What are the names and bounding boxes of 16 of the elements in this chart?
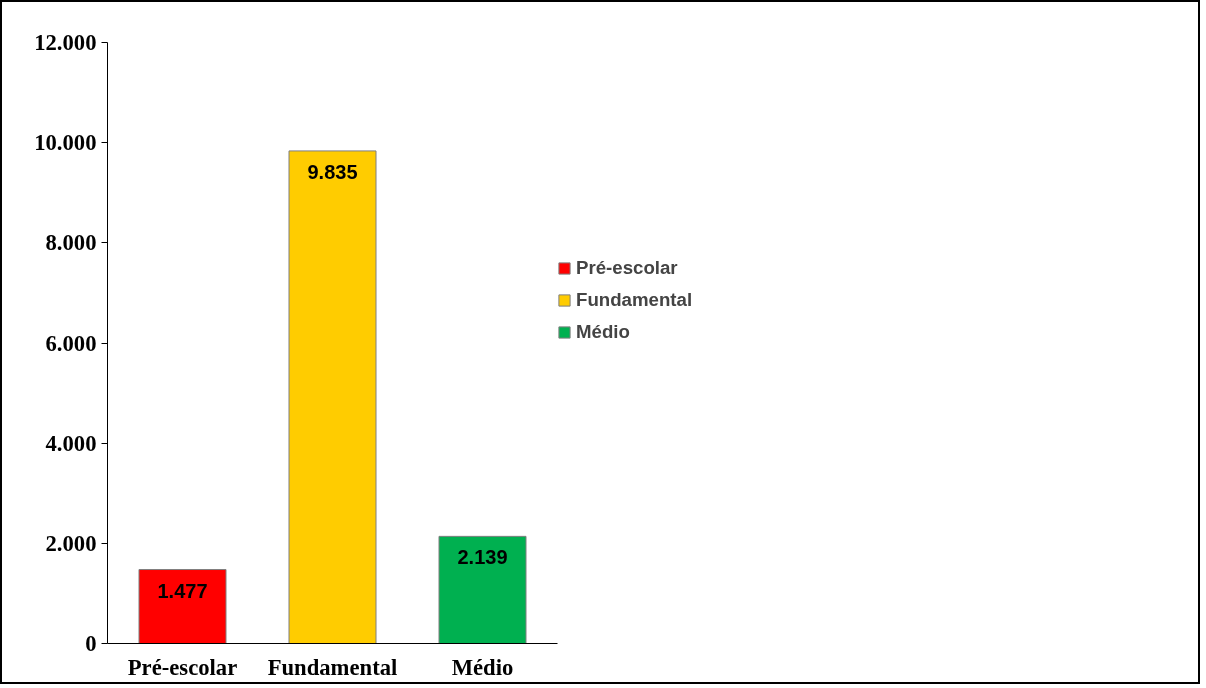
legend-label: Pré-escolar (576, 257, 678, 279)
y-tick-label: 8.000 (45, 230, 97, 256)
data-label: 2.139 (457, 546, 508, 569)
y-tick-label: 10.000 (34, 130, 97, 156)
y-tick-label: 12.000 (34, 30, 97, 55)
legend-label: Médio (576, 321, 630, 343)
x-tick-label: Médio (451, 654, 514, 680)
legend-label: Fundamental (576, 289, 693, 311)
data-label: 9.835 (307, 160, 358, 183)
y-tick-label: 6.000 (45, 330, 97, 356)
y-tick-label: 4.000 (45, 430, 97, 456)
y-tick-label: 2.000 (45, 530, 97, 556)
data-label: 1.477 (157, 579, 208, 602)
x-tick-label: Fundamental (267, 654, 398, 680)
y-tick-label: 0 (85, 631, 97, 656)
x-tick-label: Pré-escolar (127, 654, 238, 680)
